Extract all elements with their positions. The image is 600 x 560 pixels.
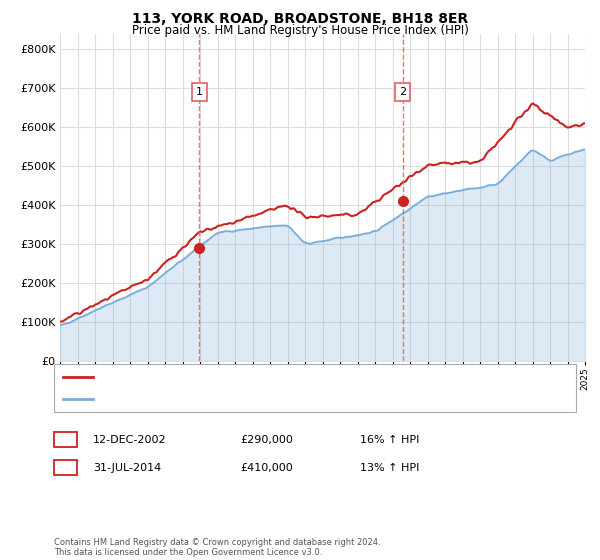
Text: 2: 2	[399, 87, 406, 97]
Text: 12-DEC-2002: 12-DEC-2002	[93, 435, 167, 445]
Text: Contains HM Land Registry data © Crown copyright and database right 2024.
This d: Contains HM Land Registry data © Crown c…	[54, 538, 380, 557]
Text: 16% ↑ HPI: 16% ↑ HPI	[360, 435, 419, 445]
Text: 1: 1	[196, 87, 203, 97]
Text: 2: 2	[62, 463, 69, 473]
Text: 31-JUL-2014: 31-JUL-2014	[93, 463, 161, 473]
Text: 113, YORK ROAD, BROADSTONE, BH18 8ER (detached house): 113, YORK ROAD, BROADSTONE, BH18 8ER (de…	[99, 372, 400, 382]
Text: 113, YORK ROAD, BROADSTONE, BH18 8ER: 113, YORK ROAD, BROADSTONE, BH18 8ER	[132, 12, 468, 26]
Text: 1: 1	[62, 435, 69, 445]
Text: £410,000: £410,000	[240, 463, 293, 473]
Text: 13% ↑ HPI: 13% ↑ HPI	[360, 463, 419, 473]
Text: HPI: Average price, detached house, Bournemouth Christchurch and Poole: HPI: Average price, detached house, Bour…	[99, 394, 463, 404]
Text: Price paid vs. HM Land Registry's House Price Index (HPI): Price paid vs. HM Land Registry's House …	[131, 24, 469, 36]
Text: £290,000: £290,000	[240, 435, 293, 445]
